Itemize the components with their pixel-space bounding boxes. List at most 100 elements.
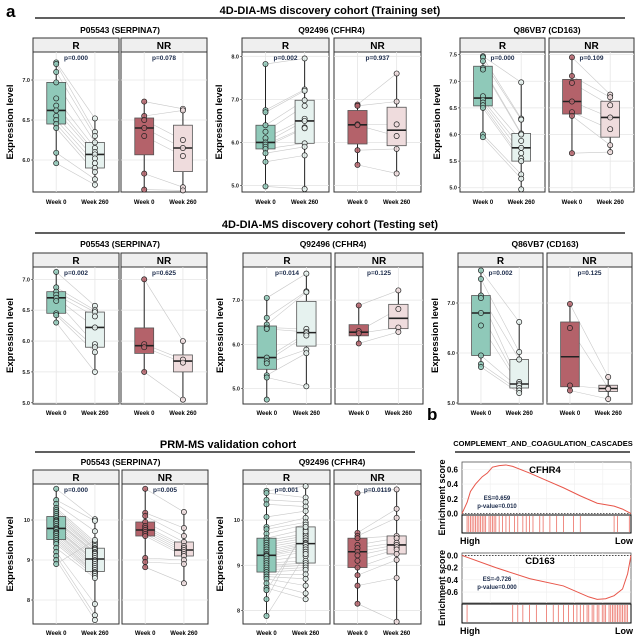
- data-point: [393, 70, 400, 77]
- data-point: [91, 349, 98, 356]
- x-tick-label: Week 0: [255, 200, 276, 206]
- x-tick-label: Week 0: [347, 631, 368, 637]
- section-title-testing: 4D-DIA-MS discovery cohort (Testing set): [222, 219, 438, 231]
- facet-label: R: [72, 473, 80, 484]
- data-point: [607, 114, 614, 121]
- y-axis-label: Expression level: [215, 298, 226, 373]
- plot-area: [32, 483, 120, 625]
- facet-nr: NR p=0.125 Week 0 Week 260: [334, 252, 424, 417]
- paired-line: [480, 270, 520, 323]
- panel-title: P05543 (SERPINA7): [80, 239, 160, 249]
- plot-area: [242, 483, 331, 625]
- plot-area: [546, 266, 633, 405]
- data-point: [179, 107, 186, 114]
- facet-nr: NR p=0.005 Week 0 Week 260: [121, 469, 209, 637]
- y-tick-label: 5.0: [231, 184, 239, 190]
- facet-r: Rp=0.001 Week 0 Week 260: [242, 469, 331, 637]
- x-tick-label: Week 260: [292, 631, 320, 637]
- data-point: [142, 533, 149, 539]
- x-tick-label: Week 260: [81, 200, 109, 206]
- paired-line: [265, 89, 305, 111]
- paired-line: [266, 485, 306, 492]
- data-point: [141, 117, 148, 123]
- data-point: [263, 612, 270, 619]
- data-point: [262, 150, 269, 157]
- data-point: [262, 183, 269, 190]
- data-point: [607, 102, 614, 109]
- data-point: [393, 133, 400, 139]
- paired-line: [266, 517, 306, 528]
- data-point: [91, 324, 98, 331]
- p-value: p=0.001: [274, 487, 298, 494]
- box-week0: [134, 327, 155, 354]
- paired-line: [266, 524, 306, 534]
- data-point: [354, 564, 361, 571]
- paired-line: [569, 390, 609, 400]
- x-tick-label: Week 0: [134, 411, 155, 417]
- high-label: High: [460, 536, 480, 546]
- paired-line: [144, 173, 184, 188]
- data-point: [516, 390, 523, 396]
- facet-label: NR: [582, 256, 597, 267]
- paired-line: [266, 510, 306, 518]
- gene-label: CD163: [525, 556, 555, 567]
- p-value: p=0.005: [153, 487, 177, 494]
- x-tick-label: Week 260: [81, 631, 109, 637]
- data-point: [518, 79, 525, 86]
- paired-line: [480, 278, 520, 353]
- y-axis-label: Expression level: [430, 298, 441, 373]
- box-week260: [296, 300, 317, 347]
- gsea-p-value: p-value=0.000: [477, 585, 517, 591]
- x-tick-label: Week 260: [506, 411, 534, 417]
- p-value: p=0.000: [490, 55, 514, 62]
- es-value: ES=-0.726: [483, 577, 512, 583]
- data-point: [518, 116, 525, 123]
- y-axis-label: Enrichment score: [437, 459, 447, 535]
- gsea-p-value: p-value=0.010: [477, 504, 517, 510]
- x-tick-label: Week 260: [169, 411, 197, 417]
- paired-line: [265, 155, 305, 163]
- y-axis-label: Expression level: [5, 85, 16, 160]
- data-point: [263, 294, 270, 301]
- paired-line: [56, 152, 96, 180]
- paired-line: [145, 557, 184, 561]
- data-point: [355, 302, 362, 309]
- data-point: [53, 125, 60, 131]
- data-point: [355, 340, 362, 347]
- facet-nr: NR p=0.109 Week 0 Week 260: [548, 37, 635, 206]
- facet-label: NR: [370, 41, 385, 52]
- y-tick-label: -0.6: [444, 588, 458, 597]
- data-point: [393, 618, 400, 625]
- plot-area: [241, 51, 330, 193]
- data-point: [301, 55, 308, 62]
- y-tick-label: 9: [27, 558, 30, 564]
- paired-line: [358, 331, 399, 344]
- data-point: [301, 125, 308, 132]
- y-tick-label: 8: [237, 608, 240, 614]
- y-tick-label: 6.5: [22, 118, 30, 124]
- boxplot-panel: Q92496 (CFHR4) Expression level 5.0 6.0 7.0 8…: [214, 25, 422, 206]
- paired-line: [145, 488, 185, 513]
- p-value: p=0.002: [64, 270, 88, 277]
- high-label: High: [460, 626, 480, 636]
- data-point: [179, 396, 186, 403]
- paired-line: [357, 164, 397, 174]
- data-point: [393, 551, 400, 557]
- data-point: [480, 66, 486, 73]
- data-point: [569, 73, 575, 79]
- x-tick-label: Week 260: [81, 411, 109, 417]
- data-point: [302, 483, 309, 490]
- p-value: p=0.125: [367, 270, 391, 277]
- data-point: [518, 186, 525, 193]
- data-point: [478, 352, 484, 359]
- data-point: [91, 617, 98, 623]
- data-point: [53, 107, 60, 114]
- gsea-title: COMPLEMENT_AND_COAGULATION_CASCADES: [453, 439, 632, 448]
- data-point: [303, 289, 310, 296]
- facet-label: NR: [157, 41, 172, 52]
- paired-line: [358, 290, 399, 306]
- paired-line: [56, 499, 96, 522]
- facet-label: R: [497, 256, 505, 267]
- y-tick-label: 6.0: [22, 339, 30, 345]
- y-tick-label: 6.0: [231, 140, 239, 146]
